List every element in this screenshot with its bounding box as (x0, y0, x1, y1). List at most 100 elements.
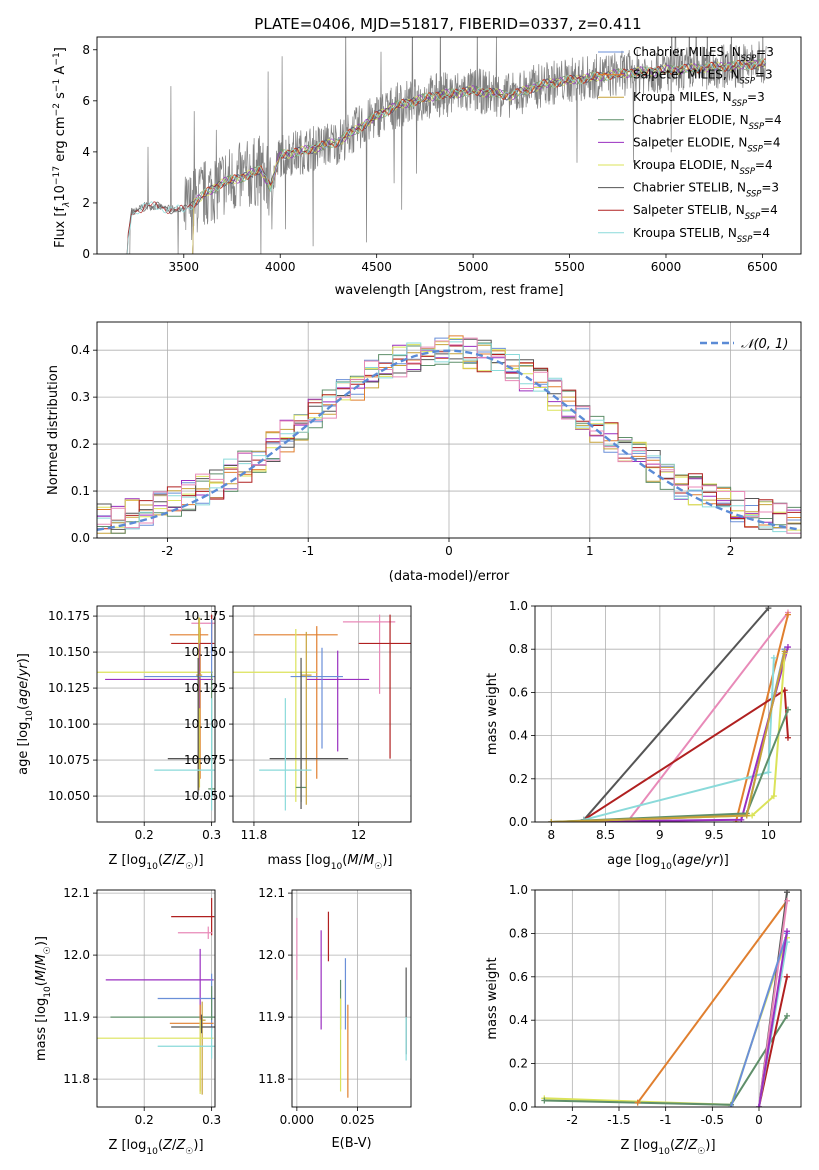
normal-curve (97, 349, 801, 531)
x-axis-label: age [log10(age/yr)] (607, 853, 729, 872)
weight-point (634, 1099, 641, 1106)
label-part: −1 (52, 52, 62, 65)
label-part: Z (687, 1138, 698, 1153)
label-part: 10 (660, 862, 672, 872)
legend-entry: Kroupa ELODIE, NSSP=4 (633, 158, 773, 176)
label-part: Salpeter ELODIE, N (633, 135, 747, 149)
label-part: ☉ (697, 1147, 705, 1157)
label-part: SSP (745, 211, 761, 221)
weight-point (784, 644, 791, 651)
plot-area-residuals (97, 335, 801, 538)
y-tick-label: 0.1 (71, 484, 90, 498)
error-bar-chabrier-elodie (110, 986, 215, 1021)
plot-area-weight_vs_age (548, 606, 791, 822)
plot-area-mass_vs_ebv (296, 911, 407, 1098)
plot-area-weight_vs_Z (541, 890, 790, 1107)
panel-weight_vs_Z: -2 -1.5 -1 -0.5 0 0.0 0.2 0.4 0.6 0.8 1.0 mass weig… (485, 883, 802, 1157)
error-bar-chabrier-stelib (269, 657, 349, 810)
error-bar-kroupa-elodie (233, 629, 317, 802)
y-tick-label: 8 (82, 43, 90, 57)
panel-weight_vs_age: 8 8.5 9 9.5 10 0.0 0.2 0.4 0.6 0.8 1.0 mass weight a… (485, 599, 802, 872)
weight-point (749, 812, 756, 819)
y-tick-label: 0 (82, 247, 90, 261)
weight-line (730, 933, 788, 1107)
legend-entry: Salpeter STELIB, NSSP=4 (633, 203, 778, 221)
legend-entry: Salpeter ELODIE, NSSP=4 (633, 135, 781, 153)
label-part: age (16, 681, 31, 705)
y-tick-label: 10.075 (48, 753, 90, 767)
x-axis-label: (data-model)/error (389, 569, 510, 584)
x-tick-label: 10 (761, 828, 776, 842)
label-part: ( (158, 1138, 163, 1153)
label-part: =4 (763, 135, 781, 149)
weight-series-salpeter-elodie (756, 928, 790, 1107)
label-part: Chabrier STELIB, N (633, 181, 746, 195)
y-tick-label: 12.0 (258, 948, 285, 962)
plot-area-age_vs_Z (97, 614, 215, 811)
x-tick-label: 0.3 (202, 828, 221, 842)
panel-mass_vs_ebv: 0.000 0.025 11.8 11.9 12.0 12.1 E(B-V) (258, 886, 412, 1151)
x-axis-label: E(B-V) (331, 1136, 371, 1151)
histogram-extra (97, 337, 801, 538)
model-spectrum-kroupa-miles (191, 58, 766, 254)
legend-entry: Salpeter MILES, NSSP=3 (633, 68, 773, 86)
y-tick-label: 10.050 (184, 789, 226, 803)
x-tick-label: 9 (656, 828, 664, 842)
x-tick-label: 5500 (554, 260, 585, 274)
legend-entry: Chabrier MILES, NSSP=3 (633, 45, 774, 63)
label-part: −2 (52, 103, 62, 116)
x-tick-label: 6500 (747, 260, 778, 274)
label-part: SSP (732, 98, 748, 108)
error-bar-kroupa-elodie (97, 1019, 214, 1094)
weight-point (781, 648, 788, 655)
y-tick-label: 4 (82, 145, 90, 159)
y-tick-label: 0.4 (71, 343, 90, 357)
label-part: yr (705, 853, 721, 868)
label-part: erg cm (53, 116, 68, 165)
weight-line (636, 900, 788, 1104)
label-part: yr (16, 662, 31, 678)
label-part: age [log (607, 853, 660, 868)
weight-series-salpeter-stelib (580, 687, 791, 822)
label-part: ☉ (185, 862, 193, 872)
model-spectrum-kroupa-stelib (125, 58, 767, 254)
label-part: =3 (755, 68, 773, 82)
x-tick-label: 0.2 (135, 1113, 154, 1127)
label-part: Kroupa ELODIE, N (633, 158, 740, 172)
weight-point (784, 1012, 790, 1019)
label-part: Salpeter STELIB, N (633, 203, 745, 217)
y-tick-label: 0.6 (509, 685, 528, 699)
y-tick-label: 10.050 (48, 789, 90, 803)
label-part: Kroupa STELIB, N (633, 226, 737, 240)
y-tick-label: 12.0 (63, 948, 90, 962)
label-part: M (34, 954, 49, 965)
error-bar-kroupa-miles (301, 631, 312, 805)
x-tick-label: 12 (351, 828, 366, 842)
label-part: ( (16, 705, 31, 710)
error-bar-salpeter-miles (169, 627, 209, 779)
label-part: ( (672, 853, 677, 868)
weight-line (734, 614, 789, 822)
x-tick-label: -2 (161, 544, 173, 558)
label-part: ( (342, 853, 347, 868)
y-axis-label: age [log10(age/yr)] (16, 653, 35, 775)
weight-point (784, 734, 791, 741)
label-part: Chabrier MILES, N (633, 45, 741, 59)
label-part: SSP (746, 189, 762, 199)
weight-point (784, 706, 791, 713)
weight-point (728, 1104, 734, 1107)
x-tick-label: 0 (755, 1113, 763, 1127)
legend-entry: 𝒩(0, 1) (741, 337, 788, 352)
y-tick-label: 10.175 (48, 609, 90, 623)
panel-residuals: -2 -1 0 1 2 0.0 0.1 0.2 0.3 0.4 𝒩(0, 1) (data-model… (46, 321, 802, 584)
label-part: −1 (52, 79, 62, 92)
error-bar-chabrier-stelib (171, 1014, 215, 1034)
axes-frame (291, 889, 412, 1108)
x-axis-label: wavelength [Angstrom, rest frame] (335, 283, 564, 298)
x-tick-label: 0 (445, 544, 453, 558)
x-axis-label: Z [log10(Z/Z☉)] (108, 1138, 203, 1157)
label-part: )] (382, 853, 392, 868)
error-bar-kroupa-miles (196, 617, 203, 791)
label-part: ☉ (185, 1147, 193, 1157)
